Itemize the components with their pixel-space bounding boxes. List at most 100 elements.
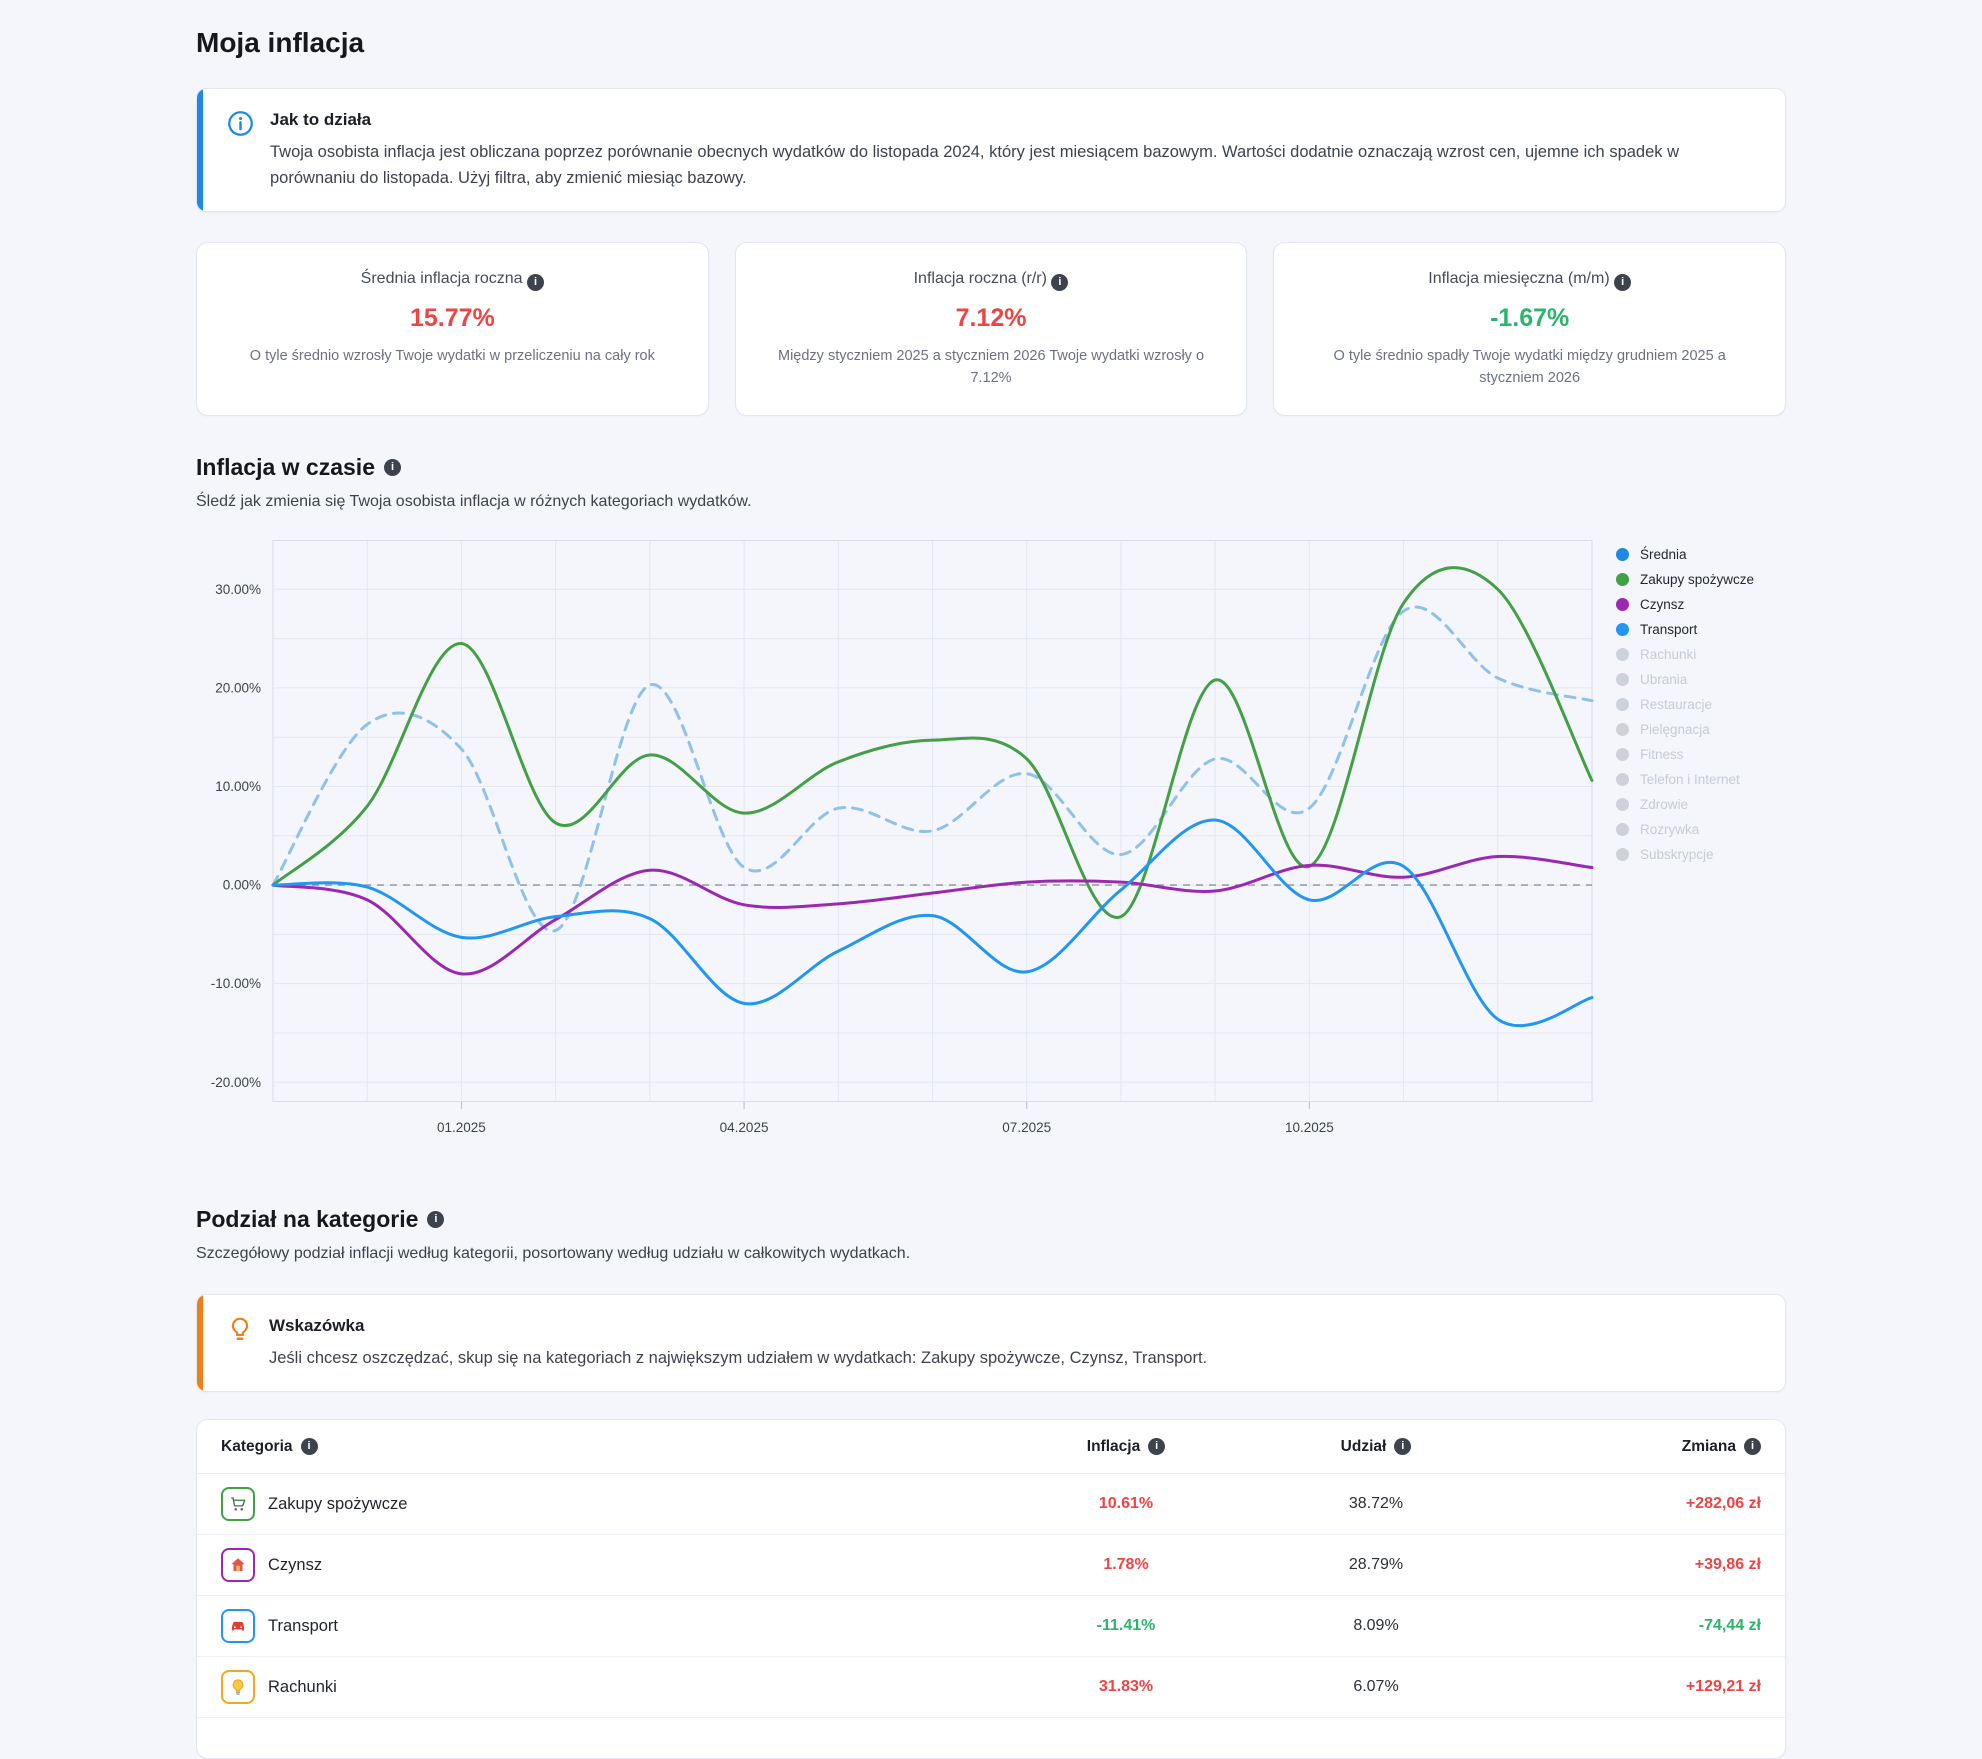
share-value: 28.79% [1348, 1556, 1404, 1573]
x-axis-label: 07.2025 [1002, 1120, 1051, 1135]
legend-dot [1616, 698, 1629, 711]
stat-card-monthly: Inflacja miesięczna (m/m) i -1.67% O tyl… [1273, 242, 1787, 416]
info-icon[interactable]: i [383, 458, 401, 476]
legend-item-zdrowie[interactable]: Zdrowie [1616, 792, 1754, 817]
how-it-works-text: Twoja osobista inflacja jest obliczana p… [270, 143, 1680, 187]
category-cell: Czynsz [221, 1548, 1021, 1582]
page-container: Moja inflacja Jak to działa Twoja osobis… [196, 26, 1787, 1759]
legend-item-rachunki[interactable]: Rachunki [1616, 642, 1754, 667]
category-cell: Transport [221, 1609, 1021, 1643]
share-value: 6.07% [1353, 1678, 1399, 1695]
legend-item-rozrywka[interactable]: Rozrywka [1616, 817, 1754, 842]
share-value: 8.09% [1353, 1617, 1399, 1634]
breakdown-title: Podział na kategorie i [196, 1204, 1786, 1234]
table-row: Zakupy spożywcze 10.61% 38.72% +282,06 zł [197, 1474, 1785, 1535]
legend-label: Średnia [1640, 547, 1687, 562]
inflation-chart: 30.00% 20.00% 10.00% 0.00% -10.00% -20.00% 01.… [196, 540, 1786, 1162]
change-value: -74,44 zł [1698, 1617, 1761, 1634]
legend-item-fitness[interactable]: Fitness [1616, 742, 1754, 767]
bills-icon [221, 1670, 255, 1704]
legend-item-ubrania[interactable]: Ubrania [1616, 667, 1754, 692]
legend-item-subskrypcje[interactable]: Subskrypcje [1616, 842, 1754, 867]
line--rednia [271, 605, 1594, 933]
legend-item-zakupy-spo-ywcze[interactable]: Zakupy spożywcze [1616, 567, 1754, 592]
category-cell: Rachunki [221, 1670, 1021, 1704]
column-header-category: Kategoria i [221, 1438, 1021, 1456]
info-icon[interactable]: i [527, 274, 544, 291]
change-value: +282,06 zł [1685, 1495, 1761, 1512]
category-cell: Zakupy spożywcze [221, 1487, 1021, 1521]
lightbulb-icon [227, 1316, 253, 1371]
legend-item-transport[interactable]: Transport [1616, 617, 1754, 642]
legend-label: Czynsz [1640, 597, 1685, 612]
change-value: +129,21 zł [1685, 1678, 1761, 1695]
stat-description: Między styczniem 2025 a styczniem 2026 T… [777, 348, 1205, 386]
info-icon[interactable]: i [1051, 274, 1069, 291]
x-axis-label: 10.2025 [1285, 1120, 1334, 1135]
legend-label: Telefon i Internet [1640, 772, 1740, 787]
info-icon[interactable]: i [1614, 274, 1632, 291]
info-icon[interactable]: i [1394, 1438, 1412, 1455]
tip-title: Wskazówka [269, 1316, 365, 1335]
categories-table: Kategoria i Inflacja i Udział i Zmiana i Zak… [196, 1419, 1786, 1759]
legend-dot [1616, 623, 1629, 636]
legend-item-telefon-i-internet[interactable]: Telefon i Internet [1616, 767, 1754, 792]
how-it-works-title: Jak to działa [270, 110, 372, 129]
groceries-icon [221, 1487, 255, 1521]
timeline-title: Inflacja w czasie i [196, 452, 1786, 482]
line-zakupy-spo-ywcze [271, 566, 1594, 919]
info-icon[interactable]: i [300, 1438, 318, 1455]
stat-card-yearly: Inflacja roczna (r/r) i 7.12% Między sty… [734, 242, 1248, 416]
legend-label: Transport [1640, 622, 1698, 637]
rent-icon [221, 1548, 255, 1582]
inflation-chart-svg: 30.00% 20.00% 10.00% 0.00% -10.00% -20.00% 01.… [211, 540, 1594, 1135]
share-value: 38.72% [1348, 1495, 1404, 1512]
page-title: Moja inflacja [196, 27, 365, 58]
y-axis-label: -10.00% [211, 976, 261, 991]
category-name: Transport [268, 1616, 338, 1635]
line-transport [271, 818, 1594, 1028]
stat-description: O tyle średnio spadły Twoje wydatki międ… [1333, 348, 1726, 386]
y-axis-label: -20.00% [211, 1075, 261, 1090]
legend-dot [1616, 773, 1629, 786]
info-icon[interactable]: i [1744, 1438, 1761, 1455]
column-header-change: Zmiana i [1521, 1438, 1761, 1456]
stat-value: -1.67% [1490, 304, 1570, 332]
legend-label: Ubrania [1640, 672, 1688, 687]
y-axis-label: 20.00% [215, 680, 261, 695]
legend-label: Zakupy spożywcze [1640, 572, 1755, 587]
table-row: Transport -11.41% 8.09% -74,44 zł [197, 1596, 1785, 1657]
stat-cards: Średnia inflacja roczna i 15.77% O tyle … [196, 242, 1787, 416]
how-it-works-box: Jak to działa Twoja osobista inflacja je… [196, 88, 1786, 212]
legend-label: Rozrywka [1640, 822, 1700, 837]
legend-item-restauracje[interactable]: Restauracje [1616, 692, 1754, 717]
y-axis-label: 30.00% [215, 582, 261, 597]
info-icon[interactable]: i [427, 1210, 445, 1228]
category-name: Czynsz [268, 1555, 323, 1574]
change-value: +39,86 zł [1694, 1556, 1761, 1573]
legend-label: Subskrypcje [1640, 847, 1714, 862]
info-icon[interactable]: i [1148, 1438, 1166, 1455]
inflation-value: 1.78% [1103, 1556, 1149, 1573]
legend-item-czynsz[interactable]: Czynsz [1616, 592, 1754, 617]
tip-box: Wskazówka Jeśli chcesz oszczędzać, skup … [196, 1294, 1786, 1392]
legend-dot [1616, 798, 1629, 811]
legend-item-piel-gnacja[interactable]: Pielęgnacja [1616, 717, 1754, 742]
legend-item--rednia[interactable]: Średnia [1616, 542, 1754, 567]
legend-label: Pielęgnacja [1640, 722, 1710, 737]
table-row-partial [197, 1718, 1785, 1758]
legend-label: Restauracje [1640, 697, 1713, 712]
inflation-value: 10.61% [1098, 1495, 1154, 1512]
plot-border [272, 540, 1593, 1102]
column-header-inflation: Inflacja i [1021, 1438, 1231, 1456]
stat-label: Średnia inflacja roczna i [227, 269, 678, 291]
inflation-value: 31.83% [1098, 1678, 1154, 1695]
inflation-value: -11.41% [1096, 1617, 1156, 1634]
chart-legend: Średnia Zakupy spożywcze Czynsz Transport Ra… [1616, 542, 1754, 867]
legend-dot [1616, 823, 1629, 836]
legend-dot [1616, 748, 1629, 761]
y-axis-label: 0.00% [223, 878, 261, 893]
legend-dot [1616, 573, 1629, 586]
x-axis-label: 04.2025 [720, 1120, 769, 1135]
stat-description: O tyle średnio wzrosły Twoje wydatki w p… [249, 348, 655, 364]
